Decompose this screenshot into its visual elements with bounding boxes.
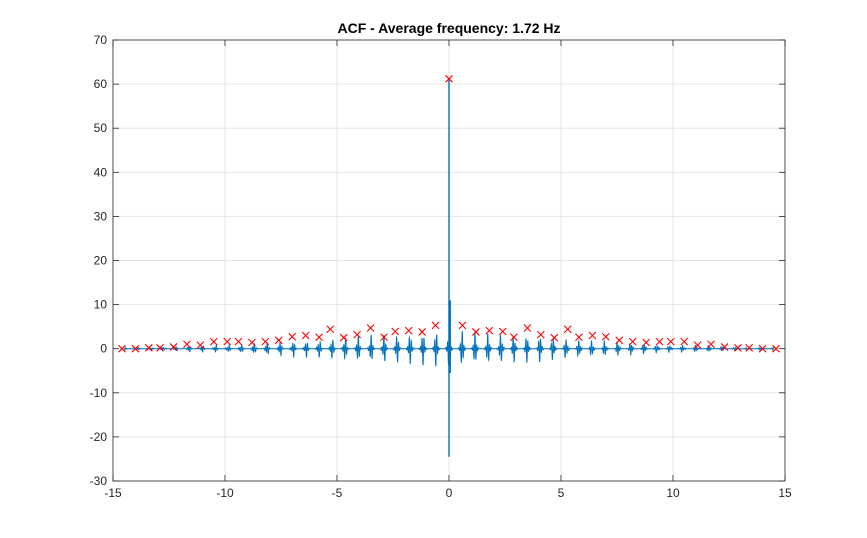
peak-marker — [550, 333, 559, 342]
peak-marker — [301, 331, 310, 340]
peak-marker — [380, 333, 388, 342]
y-tick-label: 30 — [94, 209, 108, 223]
chart-title: ACF - Average frequency: 1.72 Hz — [337, 20, 560, 36]
x-tick-label: -10 — [216, 486, 234, 500]
peak-marker — [274, 336, 283, 345]
peak-marker — [391, 327, 400, 336]
peak-marker — [247, 338, 256, 347]
peak-marker — [601, 332, 610, 341]
x-tick-labels: -15 -10 -5 0 5 10 15 — [104, 486, 792, 500]
peak-marker — [339, 333, 348, 342]
peak-marker — [523, 324, 532, 332]
y-tick-label: -30 — [90, 474, 108, 488]
peak-marker — [734, 343, 742, 352]
y-tick-label: 40 — [94, 165, 108, 179]
peak-marker — [615, 336, 624, 345]
peak-marker — [223, 337, 232, 346]
peak-marker — [445, 74, 453, 83]
x-tick-label: 10 — [666, 486, 680, 500]
y-tick-label: 70 — [94, 33, 108, 47]
peak-marker — [510, 333, 518, 342]
y-tick-label: 50 — [94, 121, 108, 135]
acf-line-series — [123, 78, 775, 457]
peak-marker — [366, 324, 375, 332]
peak-marker — [458, 321, 467, 330]
y-tick-label: 60 — [94, 77, 108, 91]
peak-marker — [707, 340, 715, 349]
peak-marker — [196, 341, 205, 350]
peak-marker — [288, 332, 297, 341]
x-tick-label: 5 — [558, 486, 565, 500]
peak-marker — [418, 328, 427, 336]
peak-marker — [758, 344, 767, 353]
y-tick-labels: -30 -20 -10 0 10 20 30 40 50 60 70 — [90, 33, 108, 488]
peak-marker — [680, 337, 689, 346]
peak-marker — [588, 331, 597, 340]
peak-marker — [575, 333, 583, 342]
y-tick-label: 10 — [94, 298, 108, 312]
peak-marker — [131, 344, 140, 353]
peak-marker — [485, 326, 494, 335]
peak-marker — [315, 333, 323, 342]
y-tick-label: 0 — [100, 342, 107, 356]
peak-marker — [563, 325, 572, 334]
x-tick-label: -5 — [332, 486, 343, 500]
x-tick-label: 15 — [778, 486, 792, 500]
y-tick-label: 20 — [94, 254, 108, 268]
peak-marker — [745, 343, 754, 352]
peak-marker — [655, 337, 664, 346]
y-tick-label: -20 — [90, 430, 108, 444]
y-tick-label: -10 — [90, 386, 108, 400]
peak-marker — [353, 330, 362, 339]
peak-marker — [156, 343, 164, 352]
peak-marker — [693, 341, 702, 350]
peak-marker — [183, 340, 191, 349]
peak-marker — [720, 343, 729, 351]
x-tick-label: 0 — [446, 486, 453, 500]
peak-marker — [234, 337, 243, 346]
peak-marker — [326, 325, 335, 334]
peak-marker — [471, 328, 480, 336]
peak-markers — [118, 74, 780, 353]
peak-marker — [498, 327, 507, 336]
peak-marker — [118, 344, 126, 353]
x-tick-label: -15 — [104, 486, 122, 500]
peak-marker — [261, 337, 270, 346]
peak-marker — [772, 344, 780, 353]
peak-marker — [169, 343, 178, 351]
peak-marker — [642, 338, 651, 347]
peak-marker — [209, 337, 218, 346]
peak-marker — [431, 321, 440, 330]
peak-marker — [404, 326, 413, 335]
peak-marker — [628, 337, 637, 346]
peak-marker — [666, 337, 675, 346]
ticks — [112, 39, 786, 482]
peak-marker — [536, 330, 545, 339]
peak-marker — [144, 343, 153, 352]
